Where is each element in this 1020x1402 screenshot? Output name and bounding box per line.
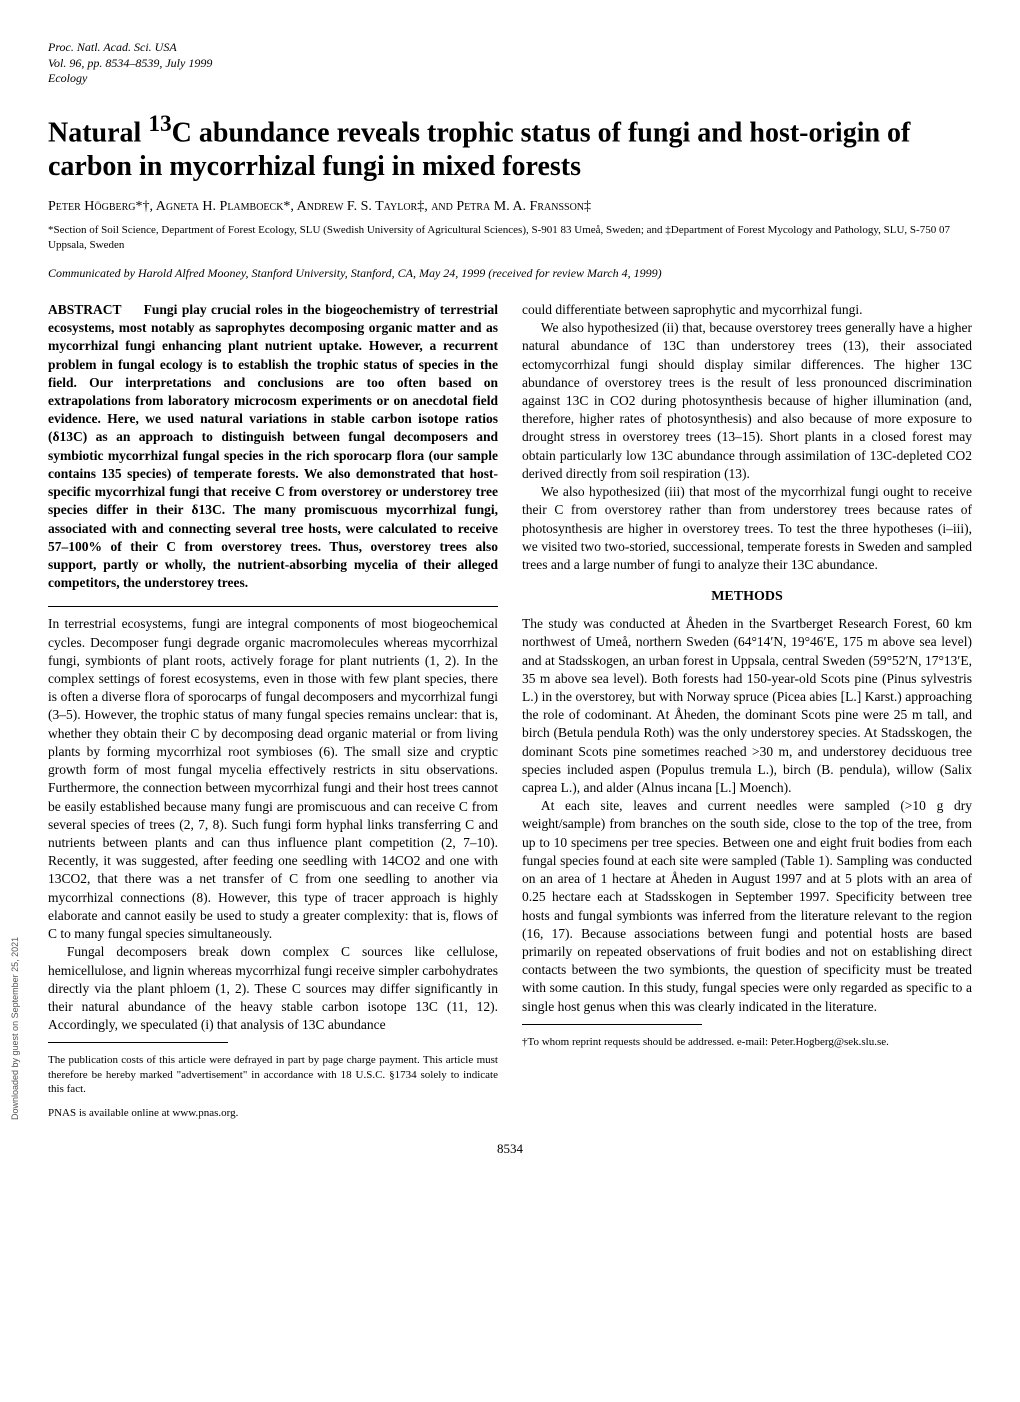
- page-number: 8534: [48, 1141, 972, 1157]
- volume-pages: Vol. 96, pp. 8534–8539, July 1999: [48, 56, 972, 72]
- publication-costs-footnote: The publication costs of this article we…: [48, 1053, 498, 1096]
- intro-paragraph-2: Fungal decomposers break down complex C …: [48, 943, 498, 1034]
- communicated-by: Communicated by Harold Alfred Mooney, St…: [48, 266, 972, 281]
- journal-name: Proc. Natl. Acad. Sci. USA: [48, 40, 972, 56]
- methods-paragraph-1: The study was conducted at Åheden in the…: [522, 615, 972, 797]
- title-part1: Natural: [48, 117, 148, 148]
- body-columns: ABSTRACT Fungi play crucial roles in the…: [48, 301, 972, 1121]
- abstract-label: ABSTRACT: [48, 302, 122, 317]
- corresponding-author-footnote: †To whom reprint requests should be addr…: [522, 1035, 972, 1049]
- journal-header: Proc. Natl. Acad. Sci. USA Vol. 96, pp. …: [48, 40, 972, 87]
- abstract-text: Fungi play crucial roles in the biogeoch…: [48, 302, 498, 590]
- authors-line: Peter Högberg*†, Agneta H. Plamboeck*, A…: [48, 199, 972, 215]
- methods-paragraph-2: At each site, leaves and current needles…: [522, 797, 972, 1016]
- methods-heading: METHODS: [522, 588, 972, 607]
- download-watermark: Downloaded by guest on September 25, 202…: [10, 937, 20, 1120]
- intro-paragraph-3: We also hypothesized (ii) that, because …: [522, 319, 972, 483]
- footnote-rule-right: [522, 1024, 702, 1025]
- intro-paragraph-2b: could differentiate between saprophytic …: [522, 301, 972, 319]
- pnas-online-footnote: PNAS is available online at www.pnas.org…: [48, 1106, 498, 1120]
- title-part2: C abundance reveals trophic status of fu…: [48, 117, 910, 182]
- footnote-rule-left: [48, 1042, 228, 1043]
- journal-section: Ecology: [48, 71, 972, 87]
- abstract-rule: [48, 606, 498, 607]
- title-superscript: 13: [148, 111, 171, 137]
- right-footnote-block: †To whom reprint requests should be addr…: [522, 1024, 972, 1049]
- intro-paragraph-4: We also hypothesized (iii) that most of …: [522, 483, 972, 574]
- intro-paragraph-1: In terrestrial ecosystems, fungi are int…: [48, 615, 498, 943]
- article-title: Natural 13C abundance reveals trophic st…: [48, 111, 972, 184]
- abstract-block: ABSTRACT Fungi play crucial roles in the…: [48, 301, 498, 593]
- affiliations: *Section of Soil Science, Department of …: [48, 223, 972, 252]
- left-footnote-block: The publication costs of this article we…: [48, 1042, 498, 1120]
